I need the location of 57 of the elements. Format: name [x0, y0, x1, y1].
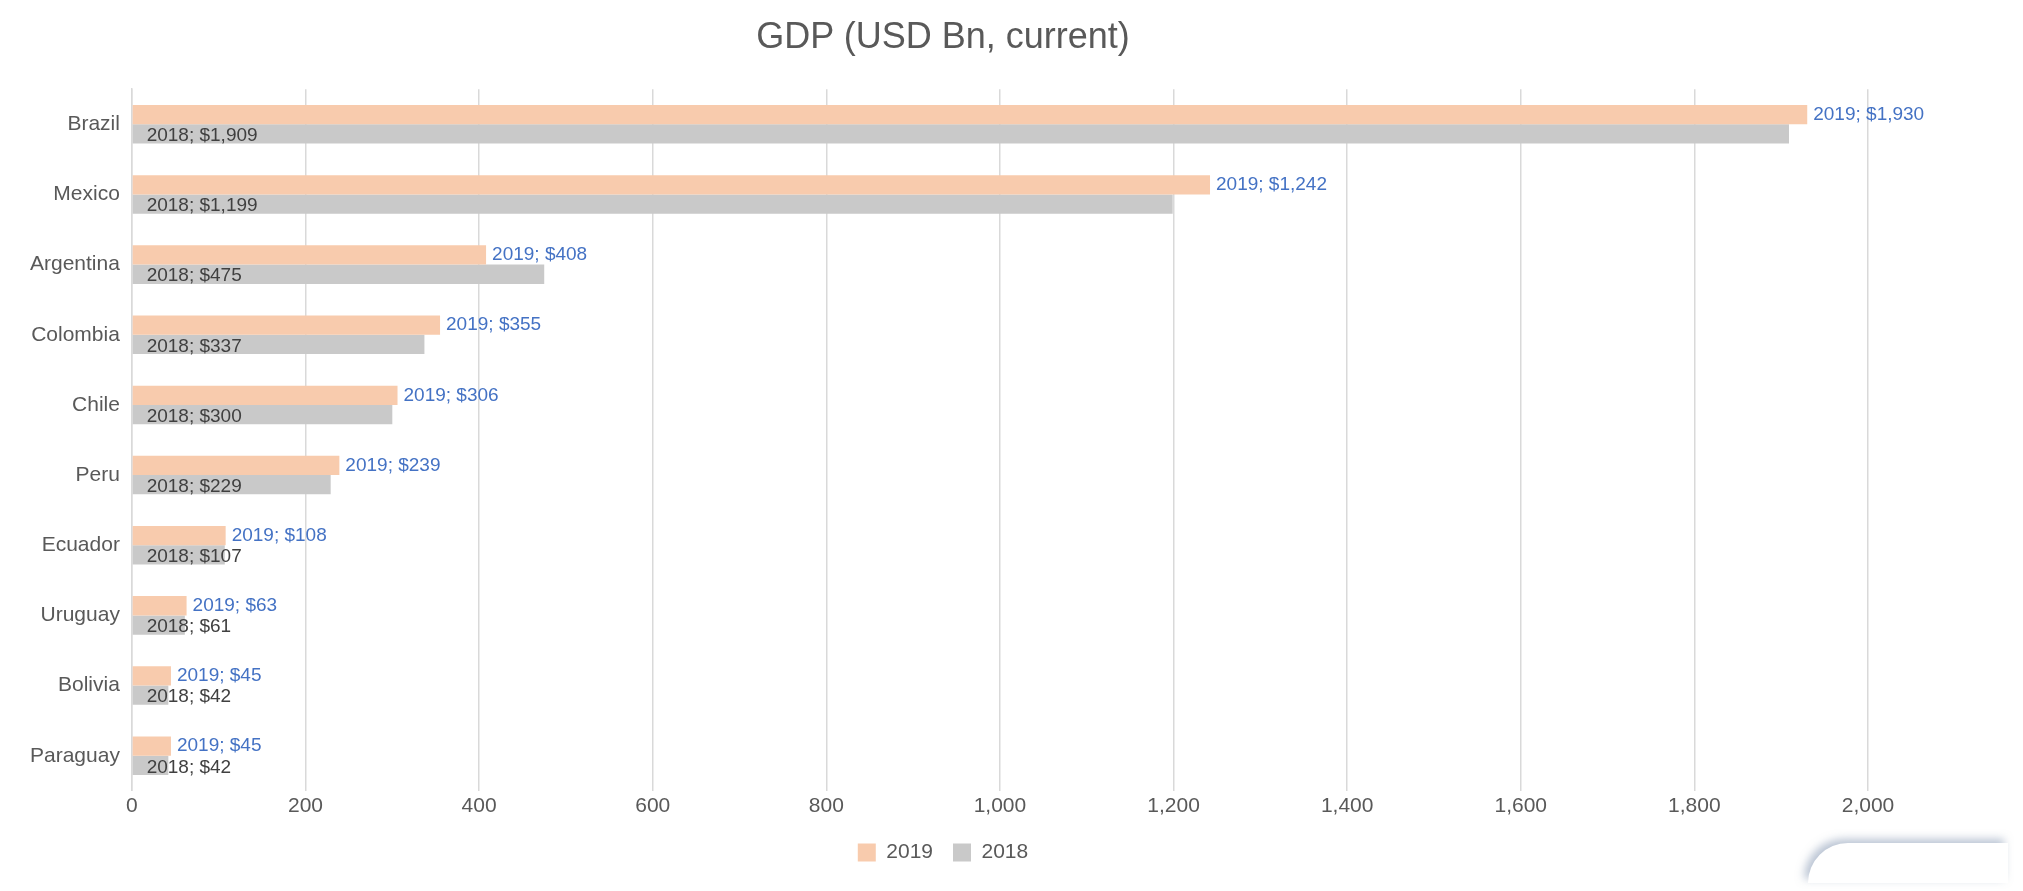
data-label: 2019; $1,242 [1216, 173, 1327, 195]
x-tick-label: 600 [635, 793, 671, 817]
data-label: 2019; $355 [446, 313, 542, 335]
data-label: 2019; $45 [176, 734, 262, 756]
data-label: 2018; $107 [146, 545, 242, 567]
x-tick-label: 1,000 [973, 793, 1027, 817]
data-label: 2018; $300 [146, 404, 242, 426]
y-tick-label: Mexico [53, 181, 120, 205]
data-label: 2018; $1,909 [146, 124, 258, 146]
x-tick-label: 800 [808, 793, 844, 817]
bar [132, 124, 1790, 144]
x-tick-label: 1,800 [1668, 793, 1721, 817]
y-tick-label: Chile [72, 391, 120, 415]
data-label: 2018; $475 [146, 264, 242, 286]
bar [132, 736, 171, 756]
data-label: 2018; $337 [146, 334, 242, 356]
legend-label: 2018 [981, 839, 1029, 863]
bar [132, 175, 1211, 195]
y-tick-label: Ecuador [41, 532, 120, 556]
data-label: 2018; $1,199 [146, 194, 258, 216]
x-tick-label: 2,000 [1841, 793, 1895, 817]
data-label: 2019; $239 [345, 453, 441, 475]
y-tick-label: Peru [75, 461, 120, 485]
bar [132, 315, 441, 335]
y-tick-label: Brazil [67, 111, 120, 135]
bar [132, 264, 545, 284]
legend-label: 2019 [886, 839, 933, 863]
bar [132, 194, 1173, 214]
data-label: 2018; $61 [146, 615, 232, 637]
bar [132, 385, 398, 405]
y-tick-label: Paraguay [29, 742, 121, 766]
bar [132, 666, 171, 686]
x-tick-label: 1,600 [1494, 793, 1548, 817]
x-tick-label: 400 [461, 793, 497, 817]
y-tick-label: Argentina [29, 251, 121, 275]
data-label: 2019; $408 [492, 243, 588, 265]
data-label: 2019; $306 [403, 383, 499, 405]
y-tick-label: Colombia [31, 321, 121, 345]
y-tick-label: Uruguay [40, 602, 121, 626]
bar [132, 104, 1808, 125]
data-label: 2019; $1,930 [1813, 102, 1925, 124]
bar [132, 525, 226, 546]
x-tick-label: 1,200 [1147, 793, 1200, 817]
x-tick-label: 1,400 [1320, 793, 1374, 817]
x-tick-label: 0 [126, 793, 138, 817]
data-label: 2019; $63 [192, 593, 278, 615]
bar [132, 455, 340, 476]
bar [132, 245, 487, 265]
y-tick-label: Bolivia [58, 672, 121, 696]
x-tick-label: 200 [287, 793, 324, 817]
data-label: 2019; $45 [176, 664, 262, 686]
chart-title: GDP (USD Bn, current) [756, 14, 1130, 56]
bar [132, 596, 187, 616]
data-label: 2018; $42 [146, 685, 232, 707]
data-label: 2018; $42 [146, 755, 232, 777]
data-label: 2019; $108 [231, 523, 327, 545]
data-label: 2018; $229 [146, 474, 242, 496]
